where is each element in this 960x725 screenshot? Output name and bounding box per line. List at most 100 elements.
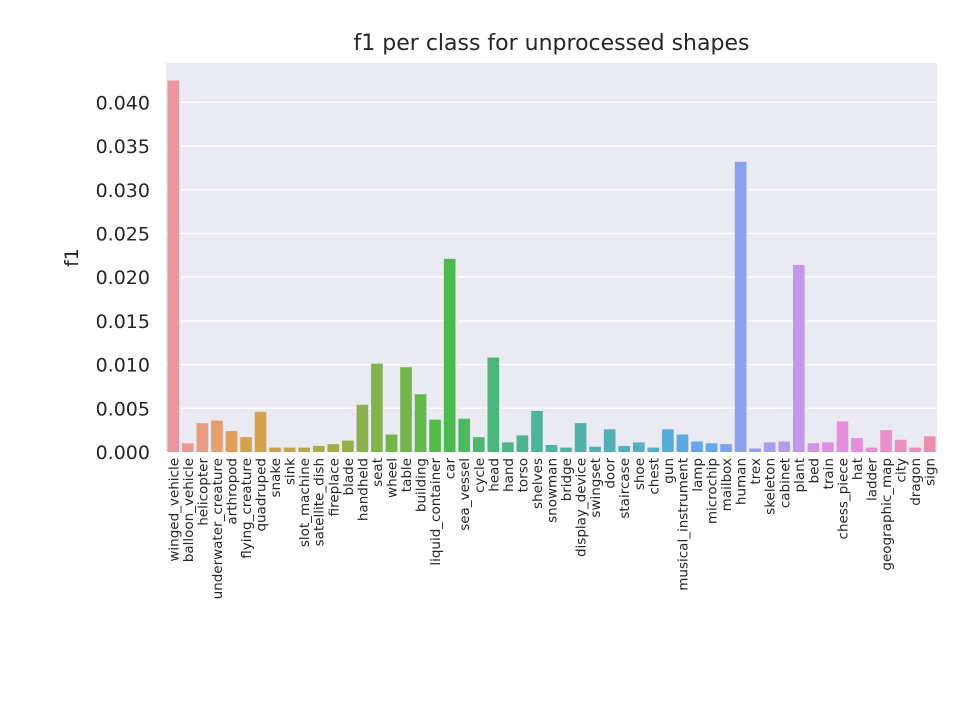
x-tick-label: bridge [559,458,575,501]
x-tick-label: bed [806,458,822,483]
x-tick-label: handheld [355,458,371,521]
x-tick-label: mailbox [719,458,735,511]
x-tick-label: shelves [530,458,546,509]
bar-seat [371,363,383,452]
bar-building [414,394,427,452]
bar-flying-creature [240,437,252,452]
y-axis-label: f1 [61,248,83,267]
bar-chest [647,447,660,452]
x-tick-label: satellite_dish [312,458,328,546]
bar-plant [792,264,805,452]
x-tick-label: sink [283,458,299,485]
bar-dragon [909,447,921,452]
bar-musical-instrument [676,434,689,452]
y-tick-label: 0.015 [96,311,150,333]
x-tick-label: gun [661,458,677,484]
x-tick-label: trex [748,458,764,485]
bar-geographic-map [880,430,892,452]
x-tick-label: blade [341,458,357,495]
y-tick-label: 0.040 [96,92,150,114]
bar-winged-vehicle [167,80,180,452]
x-tick-label: balloon_vehicle [181,458,197,562]
x-axis-ticks: winged_vehicleballoon_vehiclehelicopteru… [166,458,938,600]
x-tick-label: quadruped [254,458,270,532]
x-tick-label: sea_vessel [457,458,473,531]
gridlines [166,101,937,453]
x-tick-label: ladder [865,458,881,501]
bar-door [603,429,616,452]
bar-microchip [705,443,718,452]
x-tick-label: plant [792,458,808,492]
bar-slot-machine [298,447,311,452]
bar-trex [749,448,761,452]
bar-sea-vessel [458,418,471,452]
bar-shelves [531,410,543,452]
bar-swingset [589,446,601,452]
bar-car [443,258,456,452]
bar-balloon-vehicle [182,443,194,452]
x-tick-label: fireplace [326,458,342,516]
x-tick-label: hat [850,458,866,480]
bar-city [894,439,907,452]
x-tick-label: hand [501,458,517,492]
x-tick-label: sign [923,458,939,486]
bar-sign [923,436,936,452]
x-tick-label: skeleton [763,458,779,515]
x-tick-label: shoe [632,458,648,490]
x-tick-label: cabinet [777,458,793,508]
bar-cabinet [778,441,791,452]
x-tick-label: lamp [690,458,706,492]
chart-title: f1 per class for unprocessed shapes [354,31,750,56]
bar-cycle [472,437,485,452]
y-tick-label: 0.035 [96,136,150,158]
bar-mailbox [720,444,732,452]
bar-table [400,367,412,452]
bar-display-device [574,423,587,452]
x-tick-label: torso [515,458,531,492]
x-tick-label: swingset [588,458,604,518]
bar-helicopter [196,423,209,452]
x-tick-label: snake [268,458,284,498]
bar-arthropod [225,431,238,452]
x-tick-label: slot_machine [297,458,313,547]
bar-chess-piece [836,421,849,452]
x-tick-label: flying_creature [239,458,255,559]
y-tick-label: 0.005 [96,398,150,420]
y-tick-label: 0.020 [96,267,150,289]
bar-shoe [632,442,645,452]
x-tick-label: geographic_map [879,458,895,571]
bar-underwater-creature [211,420,223,452]
bar-staircase [618,445,631,452]
bar-bed [807,443,820,452]
x-tick-label: arthropod [224,458,240,525]
bar-snowman [545,445,558,452]
bar-hat [851,438,863,452]
x-tick-label: winged_vehicle [166,458,182,562]
x-tick-label: musical_instrument [675,458,691,591]
x-tick-label: head [486,458,502,492]
bar-fireplace [327,444,340,452]
x-tick-label: wheel [384,458,400,498]
bar-wheel [385,434,398,452]
bar-handheld [356,404,369,452]
x-tick-label: snowman [545,458,561,523]
bar-ladder [865,447,878,452]
bar-hand [502,442,514,452]
x-tick-label: microchip [705,458,721,524]
x-tick-label: city [894,458,910,482]
y-tick-label: 0.010 [96,355,150,377]
plot-background [166,63,937,452]
x-tick-label: seat [370,458,386,487]
x-tick-label: table [399,458,415,492]
bar-torso [516,435,529,452]
bar-snake [269,447,281,452]
bar-quadruped [254,411,267,452]
x-tick-label: car [443,458,459,480]
y-axis-ticks: 0.000 0.005 0.010 0.015 0.020 0.025 0.030 0.035… [96,92,150,464]
bar-sink [283,447,296,452]
bar-human [734,161,747,452]
bar-lamp [691,441,703,452]
y-tick-label: 0.000 [96,442,150,464]
